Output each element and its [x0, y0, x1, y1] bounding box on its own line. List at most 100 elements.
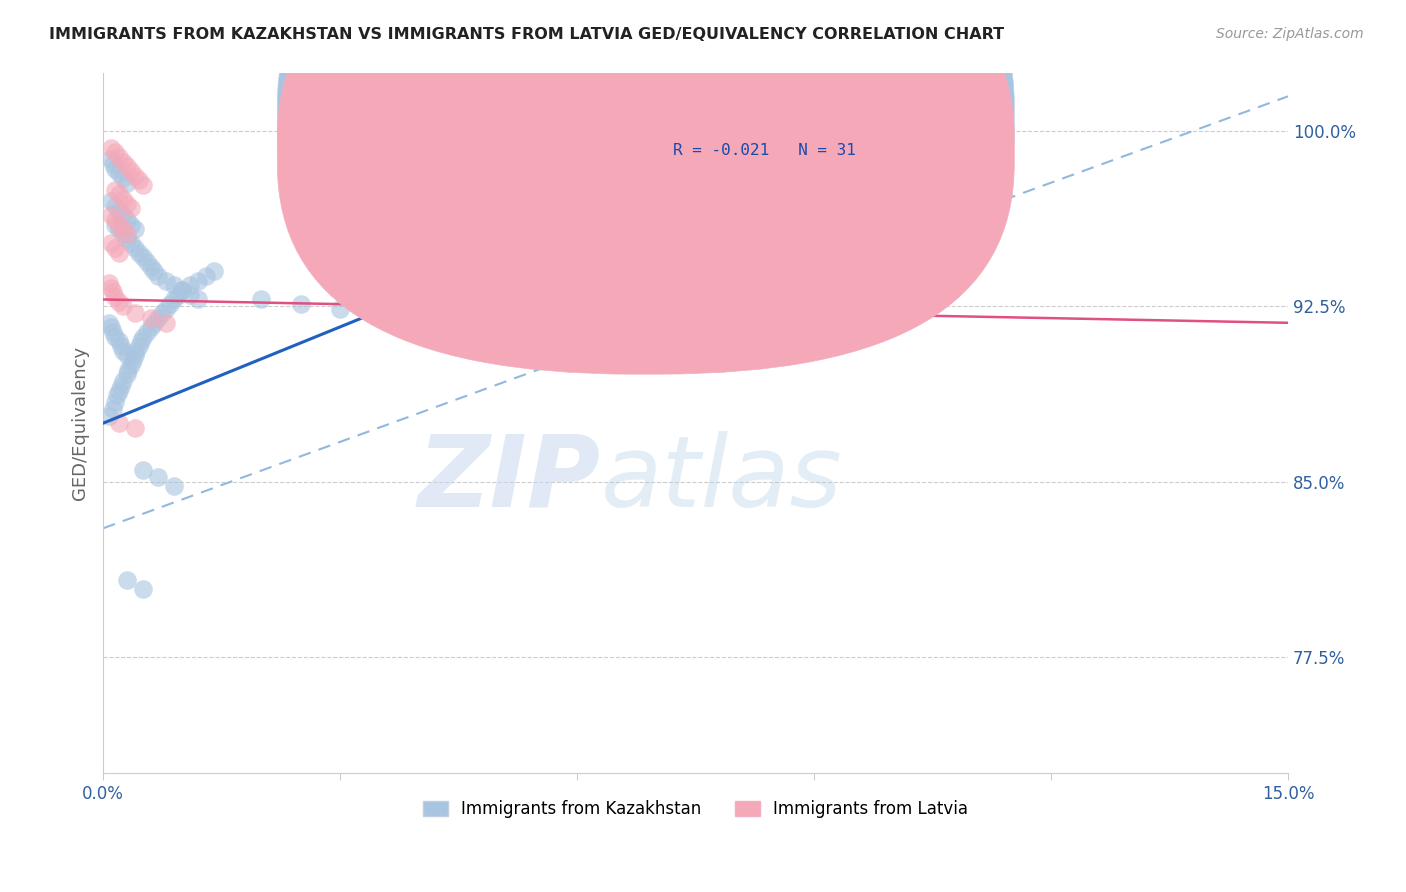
Point	[111, 222, 134, 236]
Point	[100, 208, 122, 222]
Point	[111, 192, 134, 206]
Point	[108, 166, 131, 180]
Point	[100, 141, 122, 155]
FancyBboxPatch shape	[607, 87, 974, 182]
Point	[368, 306, 391, 320]
Point	[408, 311, 430, 326]
Legend: Immigrants from Kazakhstan, Immigrants from Latvia: Immigrants from Kazakhstan, Immigrants f…	[416, 793, 974, 824]
Point	[128, 245, 150, 260]
Point	[108, 222, 131, 236]
Point	[111, 300, 134, 314]
Point	[108, 384, 131, 398]
Point	[110, 379, 132, 393]
Point	[100, 281, 122, 295]
Point	[125, 343, 148, 358]
Point	[143, 264, 166, 278]
Point	[115, 349, 138, 363]
Point	[104, 199, 127, 213]
Point	[108, 218, 131, 232]
Y-axis label: GED/Equivalency: GED/Equivalency	[72, 346, 89, 500]
Point	[108, 245, 131, 260]
Point	[115, 213, 138, 227]
Point	[98, 409, 121, 424]
Point	[148, 470, 170, 484]
Point	[167, 287, 190, 301]
Point	[115, 196, 138, 211]
Point	[117, 362, 139, 376]
Point	[202, 264, 225, 278]
Point	[115, 232, 138, 246]
Text: IMMIGRANTS FROM KAZAKHSTAN VS IMMIGRANTS FROM LATVIA GED/EQUIVALENCY CORRELATION: IMMIGRANTS FROM KAZAKHSTAN VS IMMIGRANTS…	[49, 27, 1004, 42]
Text: R = -0.021   N = 31: R = -0.021 N = 31	[673, 144, 856, 158]
Point	[108, 416, 131, 430]
Point	[135, 325, 157, 339]
Point	[155, 316, 177, 330]
Point	[143, 316, 166, 330]
Point	[100, 153, 122, 167]
Point	[100, 236, 122, 251]
Point	[159, 297, 181, 311]
Point	[115, 227, 138, 241]
Point	[139, 320, 162, 334]
Point	[163, 278, 186, 293]
Point	[290, 297, 312, 311]
Point	[120, 358, 142, 372]
Point	[104, 395, 127, 409]
Point	[100, 194, 122, 209]
Point	[526, 262, 548, 277]
Point	[111, 154, 134, 169]
Point	[100, 320, 122, 334]
Point	[120, 202, 142, 216]
Point	[120, 164, 142, 178]
Point	[124, 306, 146, 320]
Text: R =   0.112   N = 92: R = 0.112 N = 92	[673, 110, 866, 125]
Point	[124, 169, 146, 183]
Point	[101, 325, 124, 339]
Point	[115, 367, 138, 381]
Point	[104, 145, 127, 160]
Point	[135, 255, 157, 269]
Point	[124, 349, 146, 363]
Point	[150, 306, 173, 320]
Point	[250, 293, 273, 307]
Point	[329, 301, 352, 316]
Point	[148, 269, 170, 284]
Point	[108, 203, 131, 218]
FancyBboxPatch shape	[277, 0, 1014, 374]
Point	[98, 316, 121, 330]
Point	[108, 334, 131, 349]
Point	[104, 330, 127, 344]
Point	[129, 334, 152, 349]
Point	[187, 293, 209, 307]
Point	[486, 257, 509, 271]
Point	[124, 421, 146, 435]
Point	[163, 293, 186, 307]
FancyBboxPatch shape	[277, 0, 1014, 341]
Point	[105, 388, 128, 402]
Point	[104, 290, 127, 304]
Point	[139, 311, 162, 326]
Point	[131, 251, 153, 265]
Point	[111, 171, 134, 186]
Point	[110, 339, 132, 353]
Point	[128, 339, 150, 353]
Point	[104, 218, 127, 232]
Point	[179, 287, 201, 301]
Point	[111, 374, 134, 388]
Point	[163, 479, 186, 493]
Text: Source: ZipAtlas.com: Source: ZipAtlas.com	[1216, 27, 1364, 41]
Point	[120, 236, 142, 251]
Point	[131, 330, 153, 344]
Point	[155, 274, 177, 288]
Point	[131, 178, 153, 192]
Point	[115, 160, 138, 174]
Point	[101, 157, 124, 171]
Point	[115, 573, 138, 587]
Point	[108, 294, 131, 309]
Point	[111, 343, 134, 358]
Text: atlas: atlas	[600, 431, 842, 528]
Point	[179, 278, 201, 293]
Point	[139, 260, 162, 274]
Point	[131, 463, 153, 477]
Point	[104, 183, 127, 197]
